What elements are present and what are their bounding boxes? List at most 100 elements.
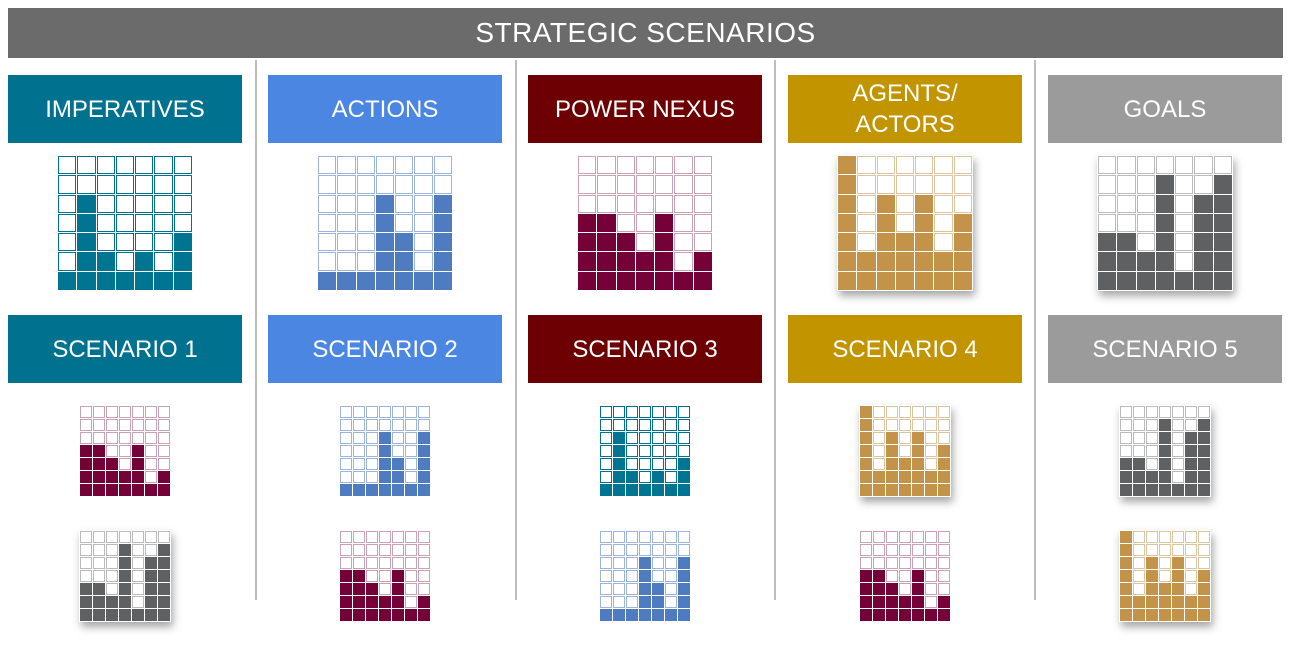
grid-cell-filled: [578, 252, 597, 271]
grid-cell-filled: [626, 609, 638, 621]
grid-cell-filled: [1185, 471, 1197, 483]
grid-cell-empty: [340, 406, 352, 418]
grid-cell-filled: [340, 570, 352, 582]
grid-cell-empty: [597, 194, 616, 213]
grid-cell-empty: [135, 156, 154, 175]
grid-cell-empty: [418, 406, 430, 418]
grid-cell-filled: [678, 458, 690, 470]
grid-cell-empty: [93, 432, 105, 444]
grid-cell-empty: [1146, 531, 1158, 543]
grid-cell-empty: [674, 213, 693, 233]
grid-cell-filled: [674, 271, 693, 290]
grid-cell-filled: [1198, 458, 1210, 470]
grid-cell-filled: [93, 445, 105, 457]
grid-cell-empty: [925, 583, 937, 595]
grid-cell-filled: [895, 233, 915, 252]
grid-cell-filled: [1198, 609, 1210, 621]
grid-cell-empty: [379, 583, 391, 595]
grid-cell-filled: [93, 484, 105, 496]
grid-cell-empty: [414, 252, 433, 271]
grid-cell-empty: [353, 432, 365, 444]
grid-cell-filled: [379, 432, 391, 444]
grid-cell-empty: [938, 531, 950, 543]
grid-cell-empty: [639, 531, 651, 543]
grid-cell-empty: [1146, 544, 1158, 556]
grid-cell-empty: [93, 419, 105, 431]
grid-cell-empty: [652, 557, 664, 569]
grid-cell-empty: [366, 471, 378, 483]
grid-cell-empty: [925, 570, 937, 582]
grid-cell-empty: [119, 406, 131, 418]
grid-cell-filled: [1133, 484, 1145, 496]
grid-cell-filled: [938, 458, 950, 470]
grid-cell-empty: [145, 531, 157, 543]
grid-cell-filled: [132, 609, 144, 621]
grid-cell-filled: [366, 609, 378, 621]
grid-cell-empty: [119, 458, 131, 470]
grid-cell-empty: [158, 531, 170, 543]
grid-cell-filled: [639, 557, 651, 569]
grid-cell-empty: [1185, 583, 1197, 595]
grid-cell-empty: [340, 531, 352, 543]
category-grid-agents-actors: [837, 155, 973, 291]
grid-cell-filled: [414, 271, 433, 290]
grid-cell-empty: [674, 194, 693, 213]
grid-cell-filled: [337, 271, 356, 290]
grid-cell-filled: [1213, 175, 1232, 194]
grid-cell-empty: [665, 432, 677, 444]
grid-cell-empty: [873, 458, 885, 470]
grid-cell-filled: [873, 570, 885, 582]
grid-cell-filled: [925, 609, 937, 621]
grid-cell-empty: [938, 557, 950, 569]
grid-cell-filled: [1159, 471, 1171, 483]
grid-cell-empty: [915, 156, 934, 175]
grid-cell-empty: [899, 583, 911, 595]
grid-cell-filled: [1146, 570, 1158, 582]
grid-cell-empty: [1133, 544, 1145, 556]
grid-cell-empty: [886, 531, 898, 543]
grid-cell-filled: [1120, 531, 1132, 543]
grid-cell-filled: [857, 271, 876, 290]
grid-cell-filled: [80, 583, 92, 595]
grid-cell-empty: [366, 531, 378, 543]
grid-cell-empty: [1098, 213, 1117, 233]
grid-cell-filled: [912, 471, 924, 483]
grid-cell-filled: [876, 233, 895, 252]
grid-cell-filled: [392, 484, 404, 496]
grid-cell-filled: [366, 484, 378, 496]
grid-cell-empty: [665, 531, 677, 543]
grid-cell-filled: [145, 484, 157, 496]
grid-cell-filled: [616, 271, 635, 290]
grid-cell-empty: [405, 596, 417, 608]
grid-cell-empty: [414, 194, 433, 213]
grid-cell-filled: [1146, 471, 1158, 483]
grid-cell-empty: [1172, 445, 1184, 457]
grid-cell-empty: [899, 531, 911, 543]
grid-cell-empty: [899, 445, 911, 457]
grid-cell-empty: [1133, 531, 1145, 543]
grid-cell-empty: [857, 175, 876, 194]
grid-cell-filled: [115, 271, 135, 290]
grid-cell-empty: [925, 432, 937, 444]
grid-cell-empty: [600, 419, 612, 431]
grid-cell-filled: [1136, 271, 1155, 290]
grid-cell-filled: [678, 484, 690, 496]
grid-cell-empty: [600, 445, 612, 457]
grid-cell-empty: [953, 175, 972, 194]
grid-cell-filled: [912, 570, 924, 582]
grid-cell-empty: [392, 419, 404, 431]
grid-cell-empty: [873, 406, 885, 418]
grid-cell-empty: [626, 406, 638, 418]
grid-cell-filled: [938, 484, 950, 496]
grid-cell-empty: [366, 406, 378, 418]
grid-cell-filled: [158, 544, 170, 556]
grid-cell-filled: [838, 156, 857, 175]
grid-cell-empty: [1175, 156, 1194, 175]
grid-cell-filled: [1159, 583, 1171, 595]
grid-cell-filled: [860, 570, 872, 582]
category-label-agents-actors: AGENTS/ ACTORS: [788, 75, 1022, 143]
grid-cell-empty: [613, 419, 625, 431]
grid-cell-filled: [912, 583, 924, 595]
grid-cell-empty: [375, 156, 395, 175]
grid-cell-empty: [600, 570, 612, 582]
